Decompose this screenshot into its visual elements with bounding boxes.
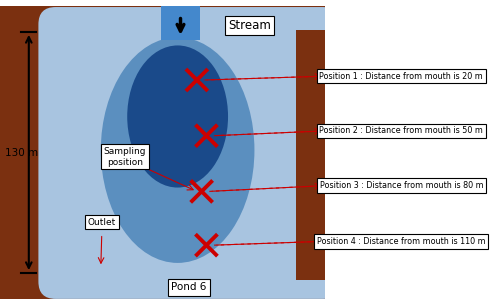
Text: Position 3 : Distance from mouth is 80 m: Position 3 : Distance from mouth is 80 m [320,181,483,190]
Text: Sampling
position: Sampling position [104,147,146,167]
Text: Pond 6: Pond 6 [172,282,207,292]
Text: Outlet: Outlet [88,217,116,227]
Bar [296,30,324,280]
Bar [162,6,200,40]
Text: Stream: Stream [228,19,271,32]
Bar [77,265,130,294]
Text: Position 2 : Distance from mouth is 50 m: Position 2 : Distance from mouth is 50 m [320,126,484,135]
Ellipse shape [127,45,228,188]
Bar [324,6,480,299]
Text: Position 1 : Distance from mouth is 20 m: Position 1 : Distance from mouth is 20 m [320,72,483,81]
Text: Position 4 : Distance from mouth is 110 m: Position 4 : Distance from mouth is 110 … [317,237,486,246]
Text: 130 m: 130 m [5,148,38,158]
FancyBboxPatch shape [38,7,340,299]
Ellipse shape [101,37,254,263]
